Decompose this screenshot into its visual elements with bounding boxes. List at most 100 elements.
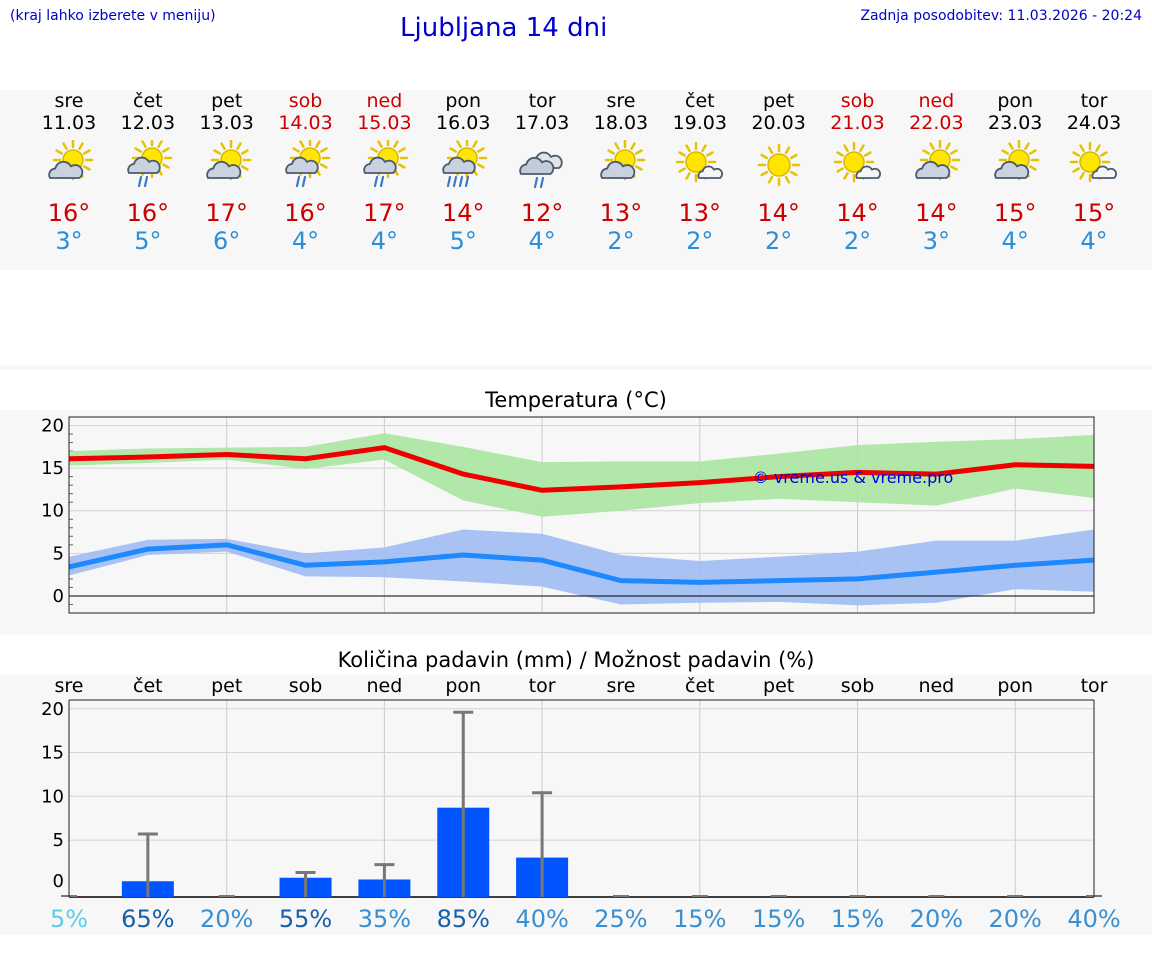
day-date: 16.03: [436, 112, 491, 134]
y-tick-label: 10: [41, 786, 64, 807]
day-name: čet: [685, 90, 715, 112]
day-date: 22.03: [909, 112, 964, 134]
min-temp: 5°: [134, 227, 162, 255]
min-temp: 3°: [922, 227, 950, 255]
precipitation-probability: 40%: [1067, 905, 1120, 933]
partly-cloudy-heavy-rain-icon: [442, 140, 488, 188]
plot-frame: [68, 416, 1095, 614]
watermark: © vreme.us & vreme.pro: [753, 468, 954, 487]
precipitation-probability: 15%: [752, 905, 805, 933]
partly-cloudy-rain-icon: [363, 140, 409, 188]
y-tick-label: 0: [53, 871, 64, 892]
y-tick-label: 10: [41, 501, 64, 522]
precipitation-probability: 5%: [50, 905, 88, 933]
day-name: ned: [918, 90, 955, 112]
last-update: Zadnja posodobitev: 11.03.2026 - 20:24: [860, 8, 1142, 24]
day-name: sob: [288, 90, 323, 112]
max-temp: 17°: [363, 199, 406, 227]
min-temp: 3°: [55, 227, 83, 255]
day-date: 17.03: [514, 112, 570, 134]
min-temp-line: [68, 542, 1095, 585]
day-date: 13.03: [199, 112, 254, 134]
day-name: pon: [997, 90, 1034, 112]
day-date: 14.03: [278, 112, 333, 134]
max-temp: 13°: [599, 199, 643, 227]
min-temp: 4°: [370, 227, 399, 255]
max-temp: 14°: [441, 199, 485, 227]
day-name: tor: [528, 90, 556, 112]
y-tick-label: 0: [53, 586, 64, 607]
partly-cloudy-icon: [915, 140, 961, 181]
x-category-label: pon: [997, 675, 1033, 697]
x-category-label: čet: [685, 675, 715, 697]
x-category-label: čet: [133, 675, 163, 697]
day-name: sob: [840, 90, 875, 112]
day-name: ned: [366, 90, 403, 112]
mostly-sunny-icon: [1069, 141, 1118, 183]
x-category-label: pon: [445, 675, 481, 697]
partly-cloudy-icon: [994, 140, 1040, 181]
max-temp: 12°: [520, 199, 564, 227]
min-temp: 4°: [1080, 227, 1108, 255]
x-category-label: pet: [763, 675, 794, 697]
x-category-label: sre: [606, 675, 635, 697]
max-temp: 16°: [47, 199, 91, 227]
day-date: 12.03: [120, 112, 176, 134]
y-tick-label: 15: [41, 743, 64, 764]
precipitation-plot-area: [69, 700, 1094, 897]
precipitation-probability: 20%: [910, 905, 963, 933]
day-date: 18.03: [593, 112, 649, 134]
x-category-label: sob: [289, 675, 323, 697]
sunny-icon: [757, 143, 800, 187]
region-menu-hint[interactable]: (kraj lahko izberete v meniju): [10, 8, 216, 24]
partly-cloudy-rain-icon: [284, 140, 330, 188]
precipitation-probability: 15%: [831, 905, 884, 933]
min-temp-range: [69, 529, 1095, 606]
x-category-label: sob: [841, 675, 875, 697]
precipitation-chart-title: Količina padavin (mm) / Možnost padavin …: [337, 648, 815, 672]
page-title: Ljubljana 14 dni: [400, 13, 608, 43]
max-temp: 16°: [126, 199, 170, 227]
day-date: 19.03: [672, 112, 727, 134]
precipitation-probability: 35%: [358, 905, 411, 933]
day-name: sre: [606, 90, 636, 112]
partly-cloudy-icon: [205, 140, 251, 181]
min-temp: 6°: [213, 227, 241, 255]
max-temp: 14°: [836, 199, 879, 227]
x-category-label: ned: [918, 675, 954, 697]
max-temp: 13°: [678, 199, 722, 227]
x-category-label: tor: [1081, 675, 1108, 697]
precipitation-probability: 65%: [121, 905, 174, 933]
day-date: 20.03: [751, 112, 806, 134]
precipitation-probability: 40%: [515, 905, 568, 933]
min-temp: 2°: [843, 227, 872, 255]
separator: [0, 365, 1152, 370]
x-category-label: tor: [529, 675, 556, 697]
max-temp: 15°: [993, 199, 1037, 227]
max-temp: 14°: [915, 199, 958, 227]
precipitation-probability: 55%: [279, 905, 332, 933]
min-temp: 5°: [449, 227, 477, 255]
partly-cloudy-icon: [48, 140, 94, 181]
min-temp: 4°: [291, 227, 320, 255]
day-name: pet: [763, 90, 795, 112]
mostly-sunny-icon: [833, 141, 881, 183]
min-temp: 4°: [528, 227, 556, 255]
temperature-chart: 0 5 10 15 20 © vreme.us & vreme.pro: [41, 416, 1095, 614]
precipitation-probability: 85%: [437, 905, 490, 933]
partly-cloudy-icon: [600, 140, 646, 181]
precipitation-chart: sre čet pet sob ned pon tor sre čet pet sob ned pon t…: [41, 675, 1121, 933]
partly-cloudy-rain-icon: [127, 140, 173, 188]
day-date: 15.03: [357, 112, 412, 134]
day-date: 24.03: [1066, 112, 1122, 134]
x-category-label: ned: [367, 675, 403, 697]
y-tick-label: 20: [41, 699, 64, 720]
day-name: čet: [133, 90, 163, 112]
forecast-strip: sre 11.03 16° 3° čet 12.03 16° 5° pet 13.03 17° 6° s…: [0, 90, 1152, 270]
min-temp: 2°: [686, 227, 714, 255]
max-temp: 14°: [757, 199, 800, 227]
mostly-sunny-icon: [675, 141, 723, 183]
cloudy-rain-icon: [519, 151, 563, 189]
precipitation-probability: 20%: [200, 905, 253, 933]
y-tick-label: 5: [53, 543, 64, 564]
